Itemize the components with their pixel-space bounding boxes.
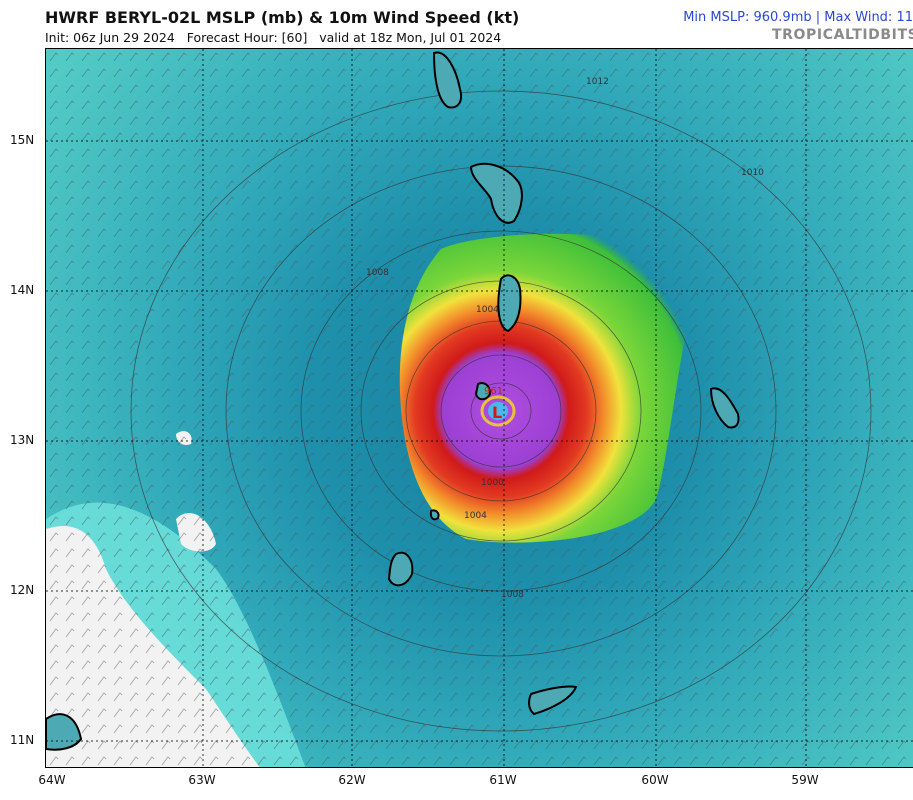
isobar-label: 1012 <box>586 77 609 87</box>
isobar-label: 1010 <box>741 168 764 178</box>
island-grenada <box>387 551 414 587</box>
isobar-label: 961 <box>484 386 503 397</box>
lat-label: 12N <box>10 583 35 597</box>
island-carriacou <box>429 509 440 521</box>
map-title: HWRF BERYL-02L MSLP (mb) & 10m Wind Spee… <box>45 8 520 27</box>
isobar-label: 1008 <box>501 590 524 600</box>
lon-label: 59W <box>791 773 819 787</box>
island-tobago <box>528 685 578 716</box>
island-st-lucia <box>469 162 523 224</box>
isobar-label: 1008 <box>366 268 389 278</box>
low-pressure-marker: L <box>492 403 502 422</box>
hurricane-map: 1012 1010 1008 1004 1000 1004 1008 961 L <box>46 49 913 767</box>
isobars <box>130 90 872 732</box>
island-martinique <box>432 51 462 109</box>
isobar-label: 1000 <box>481 478 504 488</box>
lon-label: 62W <box>338 773 366 787</box>
isobar-labels: 1012 1010 1008 1004 1000 1004 1008 961 <box>366 77 764 600</box>
lon-label: 60W <box>641 773 669 787</box>
map-panel: 1012 1010 1008 1004 1000 1004 1008 961 L <box>45 48 913 768</box>
header: HWRF BERYL-02L MSLP (mb) & 10m Wind Spee… <box>0 0 913 48</box>
graticule <box>46 49 913 767</box>
isobar-label: 1004 <box>464 511 487 521</box>
lon-label: 63W <box>188 773 216 787</box>
island-bequia <box>474 382 492 401</box>
island-barbados <box>709 387 740 429</box>
lon-label: 61W <box>489 773 517 787</box>
lat-label: 15N <box>10 133 35 147</box>
lat-label: 14N <box>10 283 35 297</box>
islands <box>46 51 740 751</box>
storm-eye <box>480 395 516 427</box>
eye-center <box>488 402 508 420</box>
lat-label: 13N <box>10 433 35 447</box>
storm-stats: Min MSLP: 960.9mb | Max Wind: 11 <box>683 10 913 25</box>
forecast-info: Init: 06z Jun 29 2024 Forecast Hour: [60… <box>45 30 502 45</box>
site-watermark: TROPICALTIDBITS.C <box>772 27 913 43</box>
wind-swath <box>399 233 686 543</box>
lat-label: 11N <box>10 733 35 747</box>
lon-label: 64W <box>38 773 66 787</box>
isobar-label: 1004 <box>476 305 499 315</box>
